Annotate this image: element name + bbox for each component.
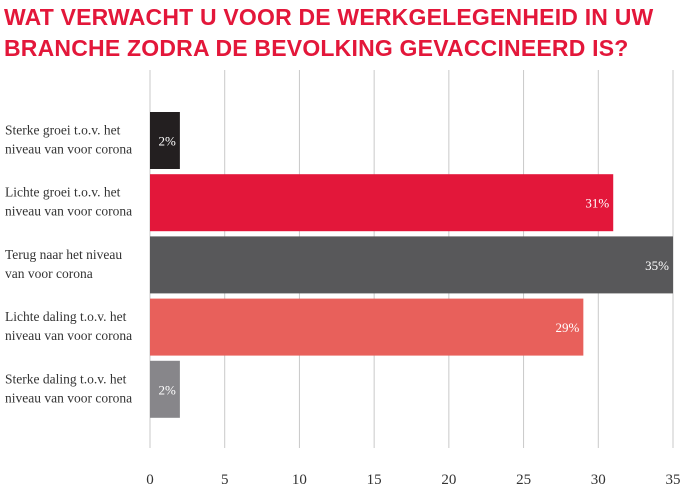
- category-label: niveau van voor corona: [5, 204, 132, 219]
- bar[interactable]: [150, 236, 673, 294]
- category-label: niveau van voor corona: [5, 390, 132, 405]
- category-label: Terug naar het niveau: [5, 247, 122, 262]
- category-label: niveau van voor corona: [5, 328, 132, 343]
- category-label: Lichte groei t.o.v. het: [5, 185, 121, 200]
- bar[interactable]: [150, 360, 180, 418]
- category-label: Sterke groei t.o.v. het: [5, 123, 121, 138]
- x-tick-label: 30: [591, 472, 606, 488]
- data-label: 2%: [159, 382, 177, 397]
- data-label: 31%: [585, 196, 609, 211]
- bar[interactable]: [150, 298, 584, 356]
- data-label: 29%: [555, 320, 579, 335]
- x-tick-label: 0: [146, 472, 154, 488]
- x-tick-label: 15: [367, 472, 382, 488]
- x-tick-label: 5: [221, 472, 229, 488]
- category-label: niveau van voor corona: [5, 142, 132, 157]
- category-label: Lichte daling t.o.v. het: [5, 309, 127, 324]
- category-label: van voor corona: [5, 266, 93, 281]
- data-label: 2%: [159, 134, 177, 149]
- category-label: Sterke daling t.o.v. het: [5, 371, 127, 386]
- x-tick-label: 25: [516, 472, 531, 488]
- x-tick-label: 20: [441, 472, 456, 488]
- bar[interactable]: [150, 174, 614, 232]
- x-tick-label: 10: [292, 472, 307, 488]
- chart-title: WAT VERWACHT U VOOR DE WERKGELEGENHEID I…: [4, 4, 654, 61]
- x-tick-label: 35: [666, 472, 680, 488]
- data-label: 35%: [645, 258, 669, 273]
- bar[interactable]: [150, 112, 180, 169]
